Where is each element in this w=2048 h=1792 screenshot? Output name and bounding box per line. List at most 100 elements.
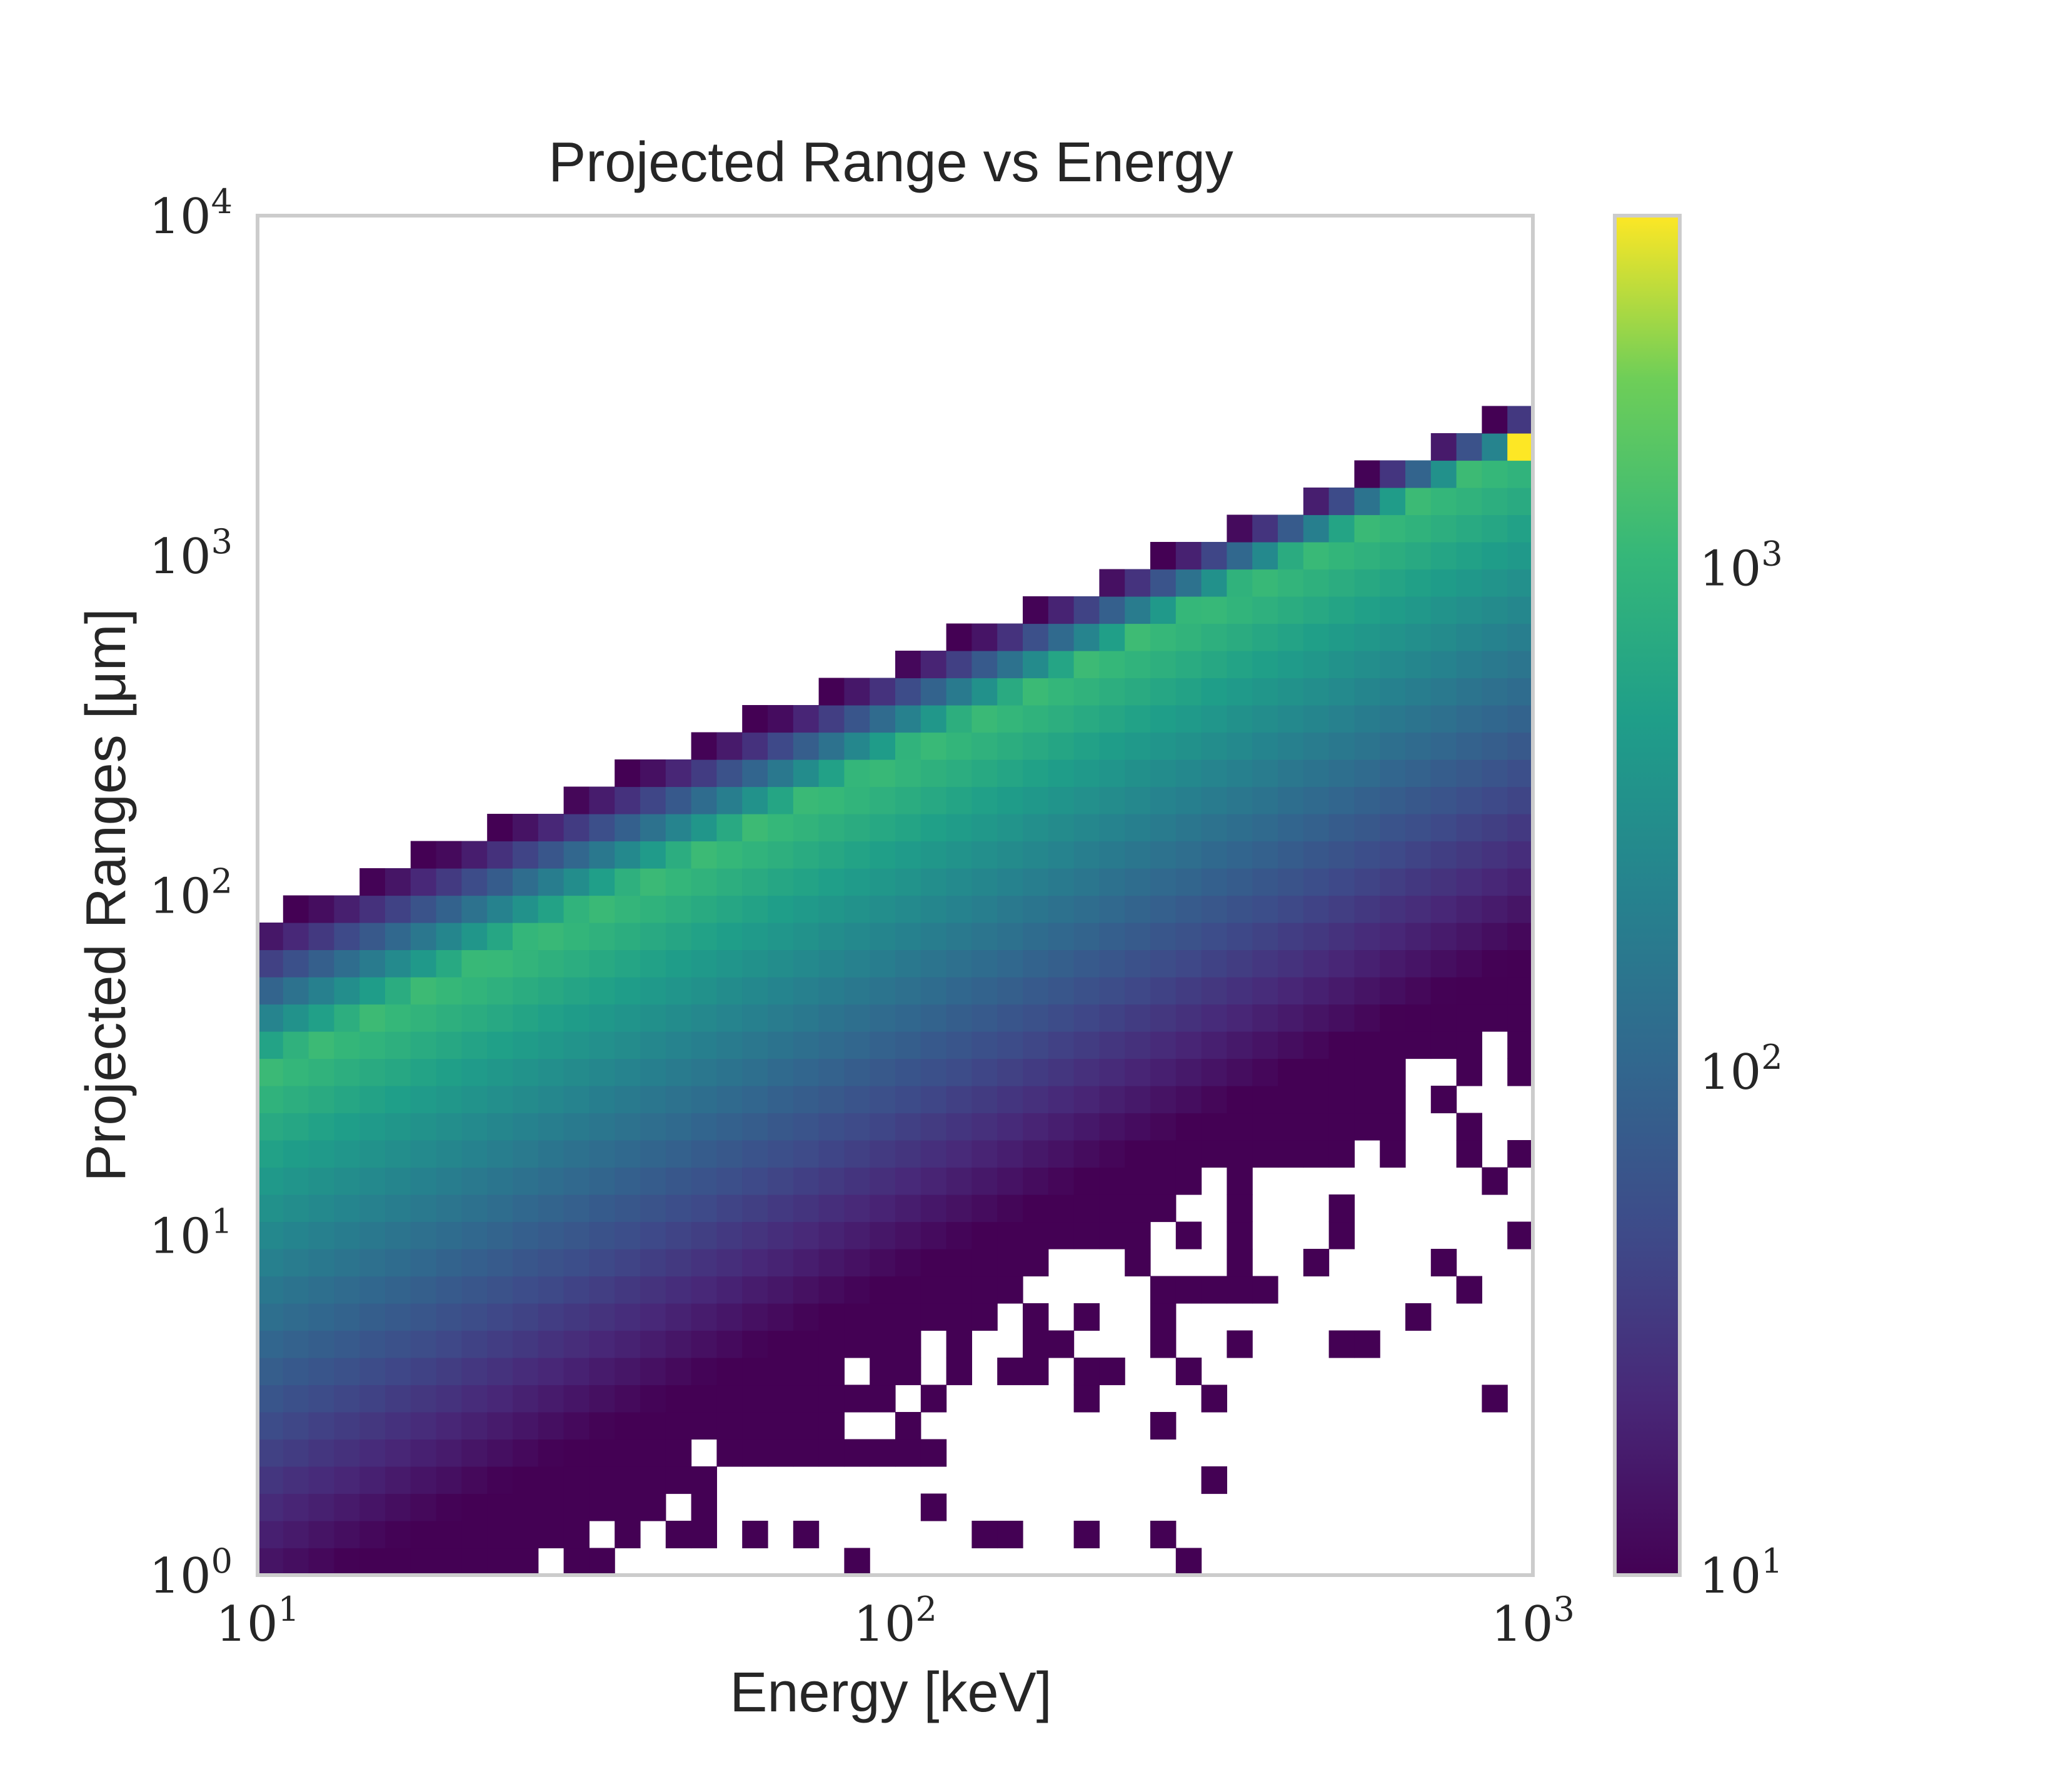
heatmap-cell — [1278, 623, 1304, 651]
heatmap-cell — [436, 1303, 462, 1331]
heatmap-cell — [334, 1031, 360, 1059]
heatmap-cell — [461, 1493, 488, 1521]
heatmap-cell — [410, 1493, 437, 1521]
heatmap-cell — [640, 786, 666, 814]
heatmap-cell — [359, 1330, 386, 1358]
heatmap-cell — [997, 786, 1023, 814]
heatmap-cell — [920, 705, 947, 733]
heatmap-cell — [487, 1004, 513, 1032]
heatmap-cell — [920, 895, 947, 923]
heatmap-cell — [334, 895, 360, 923]
heatmap-cell — [870, 923, 896, 951]
heatmap-cell — [1507, 1031, 1533, 1059]
heatmap-cell — [1227, 1031, 1253, 1059]
heatmap-cell — [640, 977, 666, 1005]
heatmap-cell — [844, 949, 870, 978]
heatmap-cell — [1175, 1276, 1202, 1304]
heatmap-cell — [1023, 1221, 1049, 1249]
heatmap-cell — [385, 1140, 411, 1168]
heatmap-cell — [1048, 1113, 1075, 1141]
heatmap-cell — [258, 1140, 284, 1168]
heatmap-cell — [818, 1276, 845, 1304]
heatmap-cell — [1482, 678, 1508, 706]
heatmap-cell — [589, 1086, 615, 1114]
heatmap-cell — [589, 1276, 615, 1304]
heatmap-cell — [461, 1330, 488, 1358]
heatmap-cell — [844, 1140, 870, 1168]
heatmap-cell — [870, 1140, 896, 1168]
heatmap-cell — [1482, 759, 1508, 788]
heatmap-cell — [589, 1439, 615, 1467]
heatmap-cell — [844, 841, 870, 869]
heatmap-cell — [1507, 542, 1533, 570]
heatmap-cell — [589, 1493, 615, 1521]
heatmap-cell — [1430, 488, 1457, 516]
heatmap-cell — [844, 814, 870, 842]
heatmap-cell — [1252, 542, 1278, 570]
heatmap-cell — [793, 923, 820, 951]
heatmap-cell — [359, 1194, 386, 1223]
heatmap-cell — [1048, 1221, 1075, 1249]
heatmap-cell — [997, 1031, 1023, 1059]
heatmap-cell — [691, 1086, 717, 1114]
heatmap-cell — [410, 1221, 437, 1249]
heatmap-cell — [487, 1358, 513, 1386]
heatmap-cell — [818, 814, 845, 842]
heatmap-cell — [308, 1140, 334, 1168]
heatmap-cell — [1328, 923, 1355, 951]
heatmap-cell — [665, 786, 692, 814]
heatmap-cell — [665, 1358, 692, 1386]
heatmap-cell — [665, 977, 692, 1005]
heatmap-cell — [1099, 732, 1125, 760]
heatmap-cell — [1175, 678, 1202, 706]
heatmap-cell — [589, 1167, 615, 1195]
heatmap-cell — [1328, 1113, 1355, 1141]
heatmap-cell — [1430, 705, 1457, 733]
heatmap-cell — [1328, 1140, 1355, 1168]
heatmap-cell — [436, 895, 462, 923]
heatmap-cell — [410, 1004, 437, 1032]
heatmap-cell — [870, 1303, 896, 1331]
colorbar-tick-label: 101 — [1699, 1541, 1783, 1604]
heatmap-cell — [1430, 1086, 1457, 1114]
heatmap-cell — [615, 1031, 641, 1059]
heatmap-cell — [1278, 1086, 1304, 1114]
heatmap-cell — [691, 923, 717, 951]
heatmap-cell — [1073, 1303, 1100, 1331]
heatmap-cell — [1405, 841, 1432, 869]
heatmap-cell — [1252, 678, 1278, 706]
heatmap-cell — [589, 923, 615, 951]
heatmap-cell — [283, 1358, 309, 1386]
heatmap-cell — [589, 977, 615, 1005]
heatmap-cell — [716, 1276, 743, 1304]
heatmap-cell — [1201, 949, 1227, 978]
heatmap-cell — [1507, 1058, 1533, 1086]
heatmap-cell — [997, 1113, 1023, 1141]
heatmap-cell — [1354, 569, 1380, 597]
heatmap-cell — [997, 1358, 1023, 1386]
heatmap-cell — [1023, 1140, 1049, 1168]
heatmap-cell — [1073, 841, 1100, 869]
heatmap-cell — [818, 1031, 845, 1059]
heatmap-cell — [1227, 1221, 1253, 1249]
heatmap-cell — [742, 923, 768, 951]
colorbar-tick-labels: 101 102 103 — [1699, 534, 1783, 1604]
heatmap-cell — [487, 1303, 513, 1331]
heatmap-cell — [258, 1058, 284, 1086]
heatmap-cell — [742, 1330, 768, 1358]
heatmap-cell — [640, 1194, 666, 1223]
heatmap-cell — [1175, 542, 1202, 570]
heatmap-cell — [513, 1249, 539, 1277]
heatmap-cell — [563, 1330, 590, 1358]
heatmap-cell — [410, 1086, 437, 1114]
heatmap-cell — [1125, 868, 1151, 896]
heatmap-cell — [716, 1113, 743, 1141]
heatmap-cell — [1303, 596, 1330, 624]
heatmap-cell — [513, 1384, 539, 1413]
heatmap-cell — [971, 1031, 998, 1059]
heatmap-cell — [615, 1194, 641, 1223]
heatmap-cell — [818, 1439, 845, 1467]
heatmap-cell — [1507, 569, 1533, 597]
heatmap-cell — [1354, 623, 1380, 651]
heatmap-cell — [615, 759, 641, 788]
